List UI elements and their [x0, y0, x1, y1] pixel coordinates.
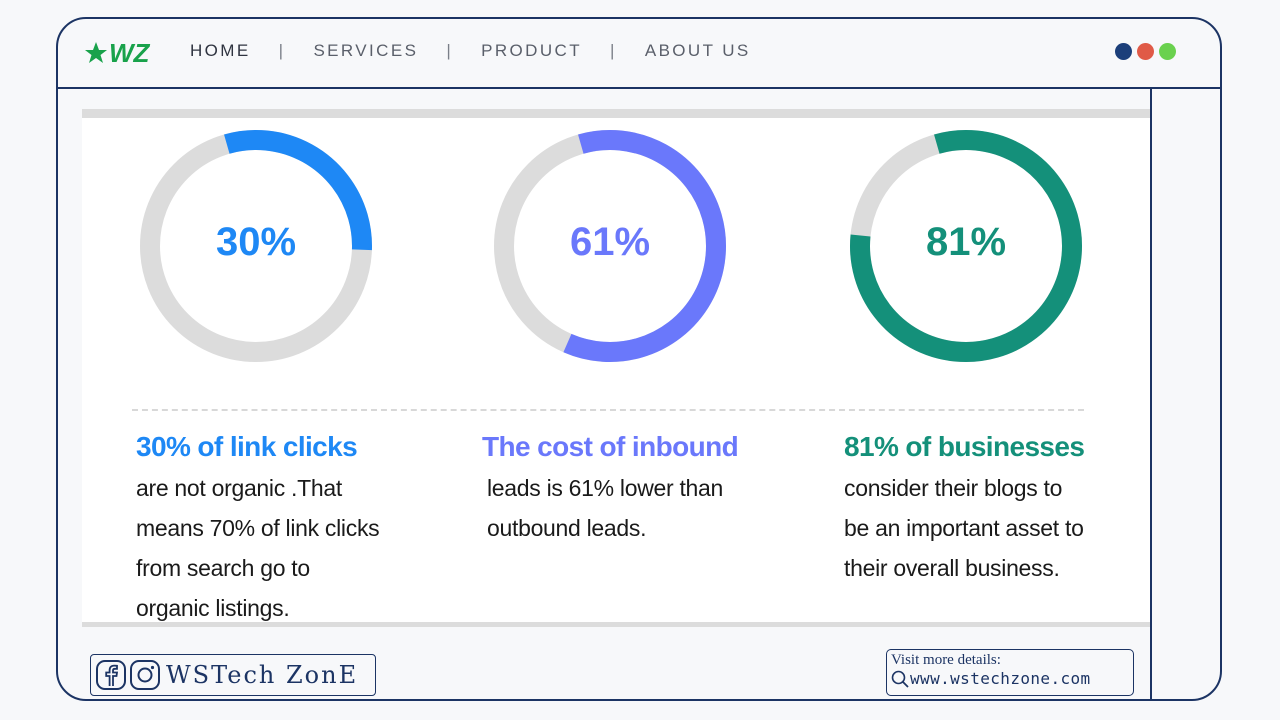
window-dot-green[interactable] — [1159, 43, 1176, 60]
stat-value: 30% — [215, 220, 297, 264]
stats-infographic: 30% 61% 81% 30% of link clicks are not o… — [82, 109, 1150, 627]
progress-arc — [494, 130, 726, 362]
stat-value: 81% — [925, 220, 1007, 264]
progress-arc — [850, 130, 1082, 362]
social-links-box: WSTech ZonE — [90, 654, 376, 696]
description-line: from search go to — [136, 555, 310, 581]
website-url[interactable]: www.wstechzone.com — [910, 669, 1091, 688]
description-line: organic listings. — [136, 595, 290, 621]
top-navigation-bar: WZ HOME | SERVICES | PRODUCT | ABOUT US — [58, 19, 1220, 89]
nav-separator: | — [446, 41, 454, 60]
stat-description: consider their blogs to be an important … — [844, 468, 1144, 588]
stat-ring-2: 61% — [490, 126, 730, 366]
description-line: their overall business. — [844, 555, 1060, 581]
stat-description: are not organic .That means 70% of link … — [136, 468, 436, 622]
brand-logo[interactable]: WZ — [84, 39, 149, 67]
progress-arc — [140, 130, 372, 362]
nav-services[interactable]: SERVICES — [313, 41, 419, 60]
description-line: be an important asset to — [844, 515, 1084, 541]
stat-ring-3: 81% — [846, 126, 1086, 366]
description-line: are not organic .That — [136, 475, 342, 501]
nav-product[interactable]: PRODUCT — [481, 41, 582, 60]
description-line: means 70% of link clicks — [136, 515, 380, 541]
brand-name: WSTech ZonE — [166, 661, 359, 689]
search-icon — [891, 670, 909, 688]
facebook-icon[interactable] — [95, 659, 127, 691]
visit-details-box[interactable]: Visit more details: www.wstechzone.com — [886, 649, 1134, 696]
stat-text-3: 81% of businesses consider their blogs t… — [844, 430, 1144, 588]
nav-about-us[interactable]: ABOUT US — [644, 41, 751, 60]
star-icon — [85, 42, 107, 63]
nav-home[interactable]: HOME — [190, 41, 251, 60]
stat-title: The cost of inbound — [482, 431, 739, 462]
stat-text-2: The cost of inbound leads is 61% lower t… — [482, 430, 782, 548]
instagram-icon[interactable] — [129, 659, 161, 691]
stat-title: 30% of link clicks — [136, 431, 358, 462]
window-controls — [1115, 43, 1176, 60]
right-side-panel — [1150, 87, 1220, 699]
main-nav: HOME | SERVICES | PRODUCT | ABOUT US — [190, 41, 751, 61]
url-row: www.wstechzone.com — [891, 669, 1129, 688]
donut-chart — [140, 130, 372, 362]
nav-separator: | — [278, 41, 286, 60]
stat-description: leads is 61% lower than outbound leads. — [482, 468, 782, 548]
window-dot-red[interactable] — [1137, 43, 1154, 60]
stat-value: 61% — [569, 220, 651, 264]
donut-chart — [494, 130, 726, 362]
description-line: outbound leads. — [487, 515, 647, 541]
logo-text: WZ — [109, 38, 150, 68]
description-line: consider their blogs to — [844, 475, 1063, 501]
dashed-divider — [132, 409, 1084, 411]
nav-separator: | — [610, 41, 617, 60]
stat-ring-1: 30% — [136, 126, 376, 366]
page-frame: WZ HOME | SERVICES | PRODUCT | ABOUT US … — [56, 17, 1222, 701]
description-line: leads is 61% lower than — [487, 475, 724, 501]
stat-text-1: 30% of link clicks are not organic .That… — [136, 430, 436, 622]
visit-title: Visit more details: — [891, 652, 1001, 668]
donut-chart — [850, 130, 1082, 362]
stat-title: 81% of businesses — [844, 431, 1085, 462]
window-dot-blue[interactable] — [1115, 43, 1132, 60]
